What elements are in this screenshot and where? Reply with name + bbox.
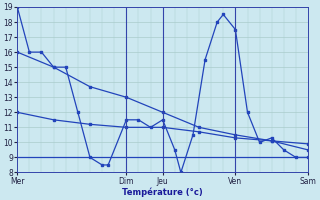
X-axis label: Température (°c): Température (°c) bbox=[122, 187, 203, 197]
